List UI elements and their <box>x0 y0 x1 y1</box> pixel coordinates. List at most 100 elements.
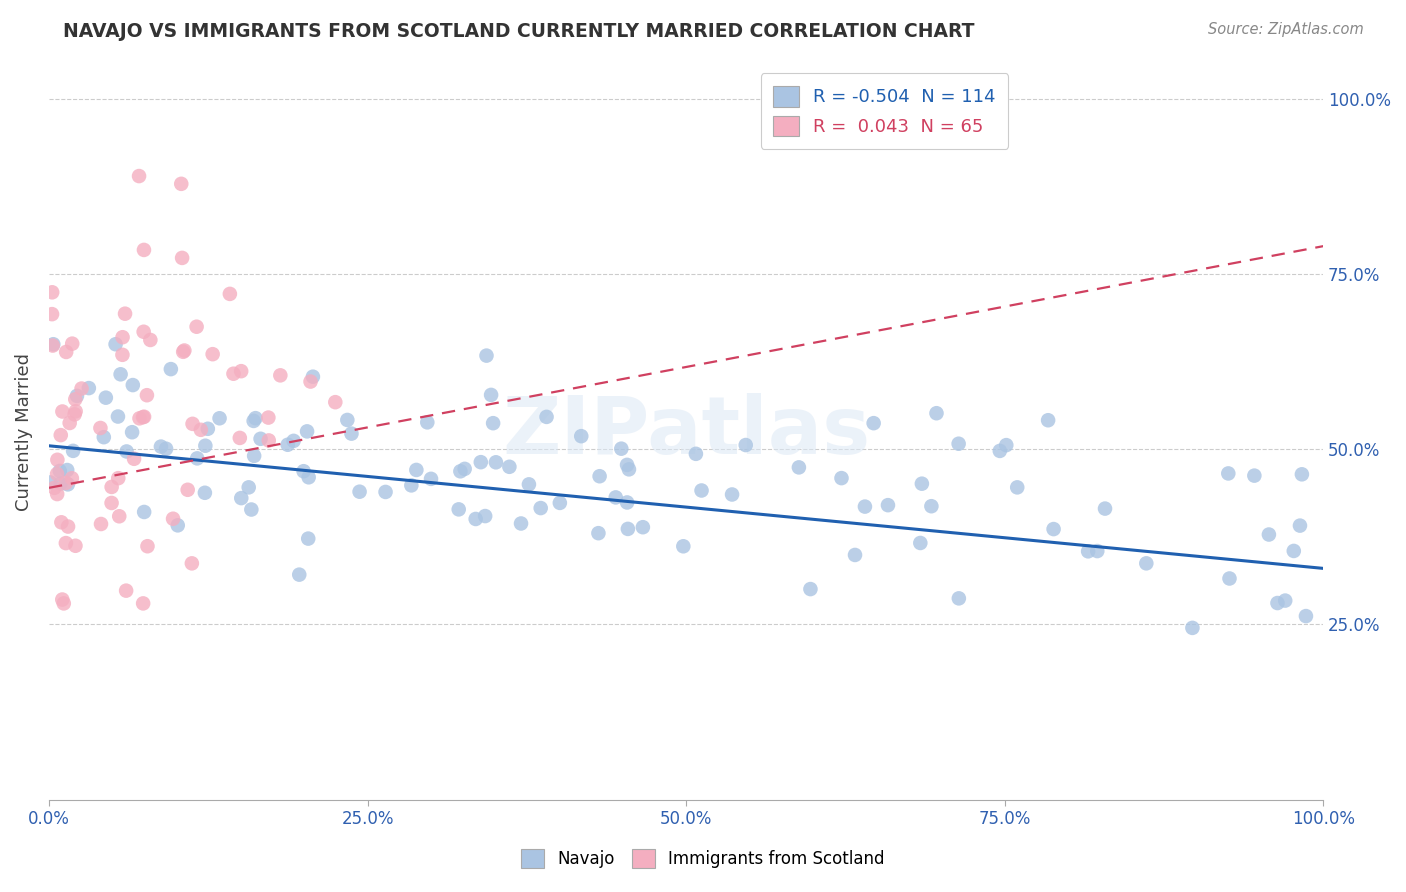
Point <box>631 520 654 534</box>
Point <box>139 333 162 347</box>
Point <box>111 330 134 344</box>
Point <box>297 532 319 546</box>
Point <box>49 476 72 491</box>
Point <box>107 409 129 424</box>
Text: Source: ZipAtlas.com: Source: ZipAtlas.com <box>1208 22 1364 37</box>
Point <box>616 458 638 472</box>
Point <box>122 451 145 466</box>
Point <box>170 177 193 191</box>
Point <box>323 395 346 409</box>
Point <box>128 169 150 183</box>
Point <box>197 422 219 436</box>
Point <box>336 413 359 427</box>
Point <box>93 430 115 444</box>
Point <box>672 539 695 553</box>
Point <box>1085 544 1108 558</box>
Point <box>690 483 713 498</box>
Point <box>464 512 486 526</box>
Point <box>831 471 853 485</box>
Point <box>877 498 900 512</box>
Point <box>132 410 155 425</box>
Point <box>517 477 540 491</box>
Point <box>1135 557 1157 571</box>
Point <box>162 512 184 526</box>
Point <box>89 421 111 435</box>
Point <box>257 434 280 448</box>
Point <box>588 526 610 541</box>
Point <box>41 285 63 300</box>
Point <box>298 470 321 484</box>
Point <box>1218 572 1240 586</box>
Point <box>110 368 132 382</box>
Point <box>46 467 69 481</box>
Point <box>920 499 942 513</box>
Point <box>1181 621 1204 635</box>
Point <box>132 325 155 339</box>
Point <box>245 411 267 425</box>
Point <box>55 536 77 550</box>
Point <box>1289 518 1312 533</box>
Point <box>616 495 638 509</box>
Point <box>132 243 155 257</box>
Point <box>988 443 1011 458</box>
Point <box>66 389 89 403</box>
Point <box>56 519 79 533</box>
Point <box>1274 593 1296 607</box>
Point <box>1005 480 1028 494</box>
Point <box>100 496 122 510</box>
Point <box>181 417 204 431</box>
Point <box>925 406 948 420</box>
Point <box>41 307 63 321</box>
Point <box>862 416 884 430</box>
Point <box>42 337 65 351</box>
Point <box>799 582 821 596</box>
Point <box>108 509 131 524</box>
Point <box>948 591 970 606</box>
Point <box>121 425 143 440</box>
Point <box>90 516 112 531</box>
Point <box>238 480 260 494</box>
Point <box>42 338 65 352</box>
Point <box>231 491 253 505</box>
Point <box>155 442 177 456</box>
Point <box>55 475 77 490</box>
Point <box>149 440 172 454</box>
Point <box>56 477 79 491</box>
Point <box>194 485 217 500</box>
Point <box>100 480 122 494</box>
Point <box>243 449 266 463</box>
Point <box>302 369 325 384</box>
Point <box>107 471 129 485</box>
Point <box>121 378 143 392</box>
Point <box>222 367 245 381</box>
Point <box>548 496 571 510</box>
Point <box>114 307 136 321</box>
Point <box>94 391 117 405</box>
Point <box>1295 609 1317 624</box>
Point <box>49 428 72 442</box>
Point <box>132 596 155 610</box>
Point <box>194 439 217 453</box>
Point <box>231 364 253 378</box>
Point <box>218 286 240 301</box>
Point <box>844 548 866 562</box>
Point <box>474 509 496 524</box>
Point <box>617 462 640 476</box>
Point <box>59 416 82 430</box>
Point <box>447 502 470 516</box>
Point <box>416 415 439 429</box>
Point <box>605 491 627 505</box>
Point <box>1042 522 1064 536</box>
Point <box>340 426 363 441</box>
Point <box>610 442 633 456</box>
Point <box>1094 501 1116 516</box>
Point <box>240 502 263 516</box>
Point <box>685 447 707 461</box>
Point <box>172 251 194 265</box>
Point <box>1077 544 1099 558</box>
Point <box>277 438 299 452</box>
Point <box>135 388 157 402</box>
Point <box>166 518 188 533</box>
Point <box>288 567 311 582</box>
Point <box>588 469 610 483</box>
